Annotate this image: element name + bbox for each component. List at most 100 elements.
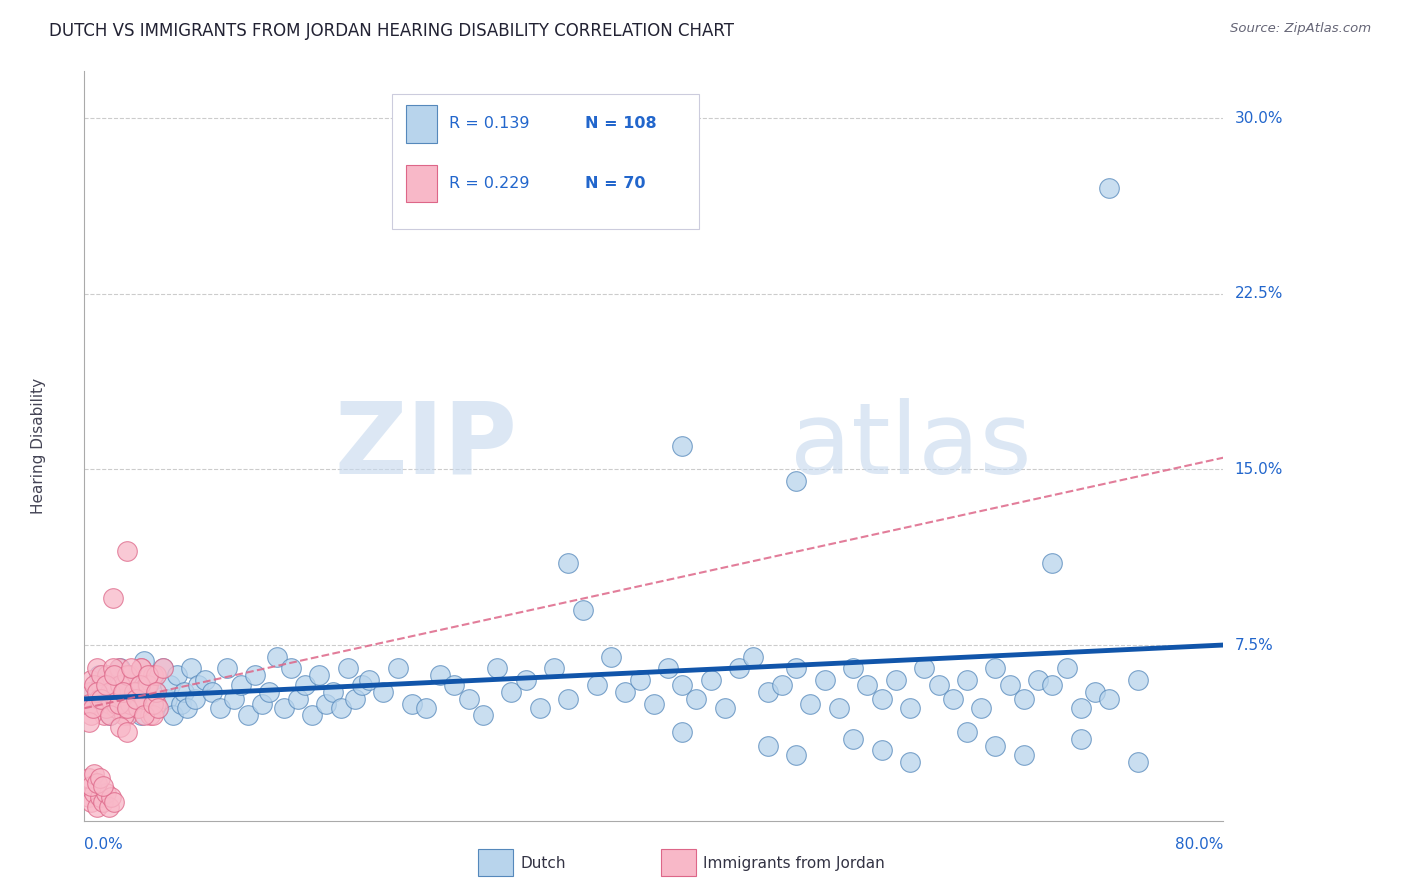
Point bbox=[101, 591, 124, 606]
Point bbox=[77, 715, 100, 730]
Point bbox=[94, 678, 117, 692]
Point bbox=[90, 692, 112, 706]
Point bbox=[101, 661, 124, 675]
Point bbox=[103, 795, 125, 809]
Point bbox=[898, 701, 921, 715]
Point bbox=[138, 692, 160, 706]
FancyBboxPatch shape bbox=[405, 165, 437, 202]
Point bbox=[100, 790, 122, 805]
Point bbox=[1012, 692, 1035, 706]
Point bbox=[557, 556, 579, 570]
Point bbox=[1012, 747, 1035, 762]
Point bbox=[115, 724, 138, 739]
Point bbox=[208, 701, 231, 715]
Point bbox=[152, 661, 174, 675]
Text: Dutch: Dutch bbox=[520, 856, 565, 871]
Text: atlas: atlas bbox=[790, 398, 1032, 494]
Point bbox=[107, 697, 129, 711]
Point bbox=[93, 708, 115, 723]
Point bbox=[350, 678, 373, 692]
Point bbox=[77, 697, 100, 711]
Point bbox=[94, 701, 117, 715]
Point bbox=[152, 661, 174, 675]
Text: R = 0.139: R = 0.139 bbox=[449, 116, 529, 131]
Point bbox=[614, 685, 637, 699]
Point bbox=[322, 685, 344, 699]
Point bbox=[108, 720, 131, 734]
Point bbox=[315, 697, 337, 711]
Point bbox=[103, 668, 125, 682]
Point bbox=[115, 708, 138, 723]
Point bbox=[94, 678, 117, 692]
Text: Source: ZipAtlas.com: Source: ZipAtlas.com bbox=[1230, 22, 1371, 36]
Point bbox=[80, 708, 103, 723]
Point bbox=[1070, 701, 1092, 715]
Point bbox=[928, 678, 950, 692]
Point bbox=[90, 697, 112, 711]
Point bbox=[82, 701, 104, 715]
Point bbox=[222, 692, 245, 706]
Point bbox=[80, 673, 103, 688]
Point bbox=[122, 685, 145, 699]
Point bbox=[742, 649, 765, 664]
Point bbox=[184, 692, 207, 706]
Point bbox=[942, 692, 965, 706]
Point bbox=[176, 701, 198, 715]
Point bbox=[77, 685, 100, 699]
Point bbox=[97, 799, 120, 814]
Text: 0.0%: 0.0% bbox=[84, 837, 124, 852]
Point bbox=[187, 678, 209, 692]
Point bbox=[671, 724, 693, 739]
Point bbox=[96, 668, 118, 682]
Point bbox=[785, 474, 807, 488]
Point bbox=[799, 697, 821, 711]
Point bbox=[134, 655, 156, 669]
Text: 22.5%: 22.5% bbox=[1234, 286, 1284, 301]
Point bbox=[984, 661, 1007, 675]
Point bbox=[998, 678, 1021, 692]
Point bbox=[80, 779, 103, 793]
Point bbox=[1042, 556, 1064, 570]
Point bbox=[515, 673, 537, 688]
Point bbox=[87, 692, 110, 706]
Point bbox=[89, 772, 111, 786]
Point bbox=[162, 708, 184, 723]
Point bbox=[842, 661, 865, 675]
Point bbox=[104, 697, 127, 711]
Point bbox=[104, 690, 127, 704]
Point bbox=[91, 795, 114, 809]
Point bbox=[127, 701, 149, 715]
Point bbox=[201, 685, 224, 699]
Point bbox=[89, 790, 111, 805]
Point bbox=[115, 668, 138, 682]
Point bbox=[112, 701, 135, 715]
Point bbox=[98, 708, 121, 723]
Point bbox=[912, 661, 935, 675]
Text: 7.5%: 7.5% bbox=[1234, 638, 1274, 653]
Point bbox=[501, 685, 523, 699]
Point bbox=[671, 439, 693, 453]
Text: N = 108: N = 108 bbox=[585, 116, 657, 131]
Point bbox=[134, 708, 156, 723]
Text: Immigrants from Jordan: Immigrants from Jordan bbox=[703, 856, 884, 871]
Point bbox=[142, 708, 165, 723]
Point bbox=[142, 673, 165, 688]
Point bbox=[884, 673, 907, 688]
Text: Hearing Disability: Hearing Disability bbox=[31, 378, 46, 514]
Point bbox=[98, 685, 121, 699]
Point bbox=[127, 678, 149, 692]
Point bbox=[115, 544, 138, 558]
Point bbox=[359, 673, 381, 688]
Point bbox=[1126, 755, 1149, 769]
Point bbox=[145, 685, 167, 699]
Point bbox=[571, 603, 593, 617]
Point bbox=[128, 678, 150, 692]
Point bbox=[956, 724, 979, 739]
Point bbox=[529, 701, 551, 715]
Point bbox=[86, 661, 108, 675]
Point bbox=[770, 678, 793, 692]
Point bbox=[108, 678, 131, 692]
Point bbox=[984, 739, 1007, 753]
Point bbox=[131, 661, 153, 675]
Point bbox=[685, 692, 707, 706]
